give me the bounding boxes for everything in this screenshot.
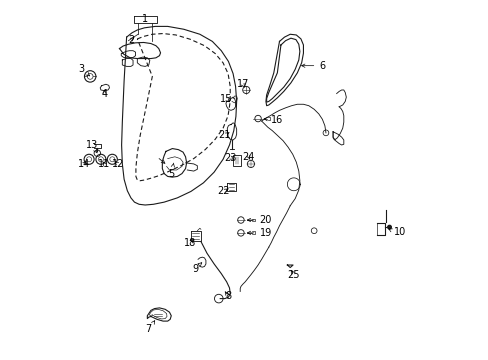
Text: 23: 23 bbox=[224, 153, 237, 163]
Text: 11: 11 bbox=[98, 159, 110, 169]
Text: 6: 6 bbox=[301, 61, 325, 71]
Text: 13: 13 bbox=[85, 140, 98, 153]
Text: 20: 20 bbox=[247, 215, 271, 225]
Text: 17: 17 bbox=[236, 79, 248, 89]
Text: 21: 21 bbox=[218, 130, 230, 140]
Text: 10: 10 bbox=[393, 227, 405, 237]
Text: 25: 25 bbox=[287, 270, 300, 280]
Text: 9: 9 bbox=[192, 263, 202, 274]
Text: 5: 5 bbox=[168, 163, 174, 179]
Text: 1: 1 bbox=[142, 14, 148, 24]
Text: 18: 18 bbox=[183, 238, 196, 248]
Text: 8: 8 bbox=[225, 291, 231, 301]
Text: 22: 22 bbox=[217, 186, 229, 197]
Text: 2: 2 bbox=[127, 35, 134, 45]
Text: 19: 19 bbox=[247, 228, 271, 238]
Text: 4: 4 bbox=[101, 89, 107, 99]
Text: 12: 12 bbox=[111, 159, 123, 169]
Text: 15: 15 bbox=[219, 94, 232, 104]
Text: 24: 24 bbox=[242, 152, 254, 162]
Text: 7: 7 bbox=[145, 321, 154, 334]
Circle shape bbox=[387, 225, 390, 229]
Text: 16: 16 bbox=[264, 115, 283, 125]
Text: 14: 14 bbox=[78, 159, 90, 169]
Text: 3: 3 bbox=[78, 64, 89, 76]
